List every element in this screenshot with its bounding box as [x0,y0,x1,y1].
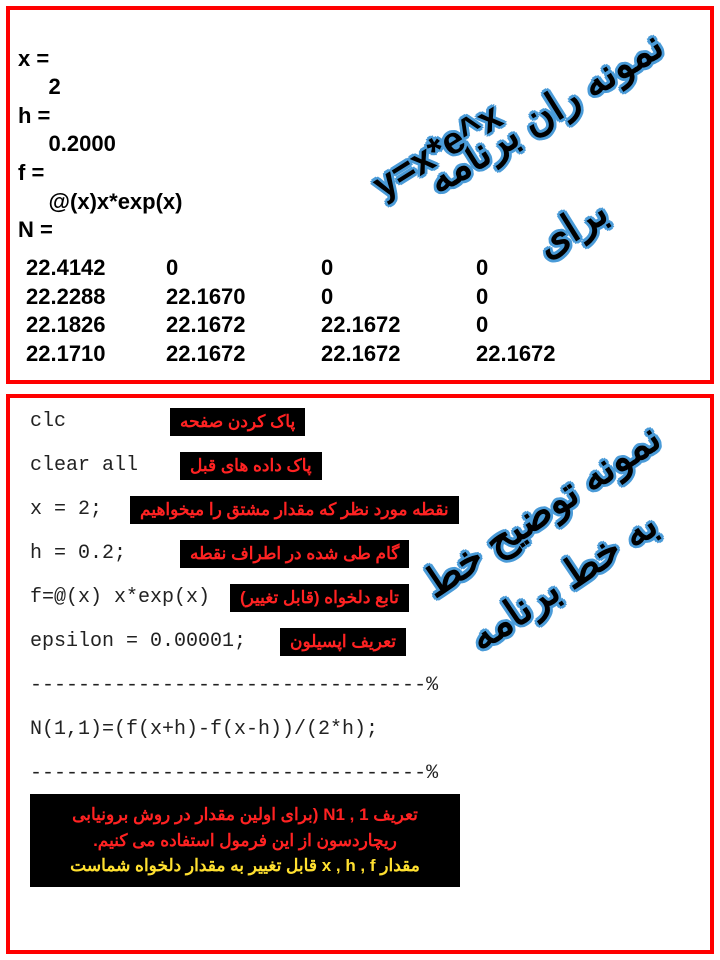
explanation-box: تعریف N1 , 1 (برای اولین مقدار در روش بر… [30,794,460,887]
box-line2: ریچاردسون از این فرمول استفاده می کنیم. [44,828,446,854]
N-label: N = [18,217,53,242]
label-h: گام طی شده در اطراف نقطه [180,540,409,568]
cell: 22.2288 [18,283,158,312]
cell: 22.1672 [468,340,623,369]
matrix-N: 22.4142 0 0 0 22.2288 22.1670 0 0 22.182… [18,254,623,368]
cell: 22.1826 [18,311,158,340]
h-label: h = [18,103,50,128]
cell: 0 [468,283,623,312]
cell: 0 [313,283,468,312]
cell: 22.1672 [313,340,468,369]
code-panel: clc clear all x = 2; h = 0.2; f=@(x) x*e… [6,394,714,954]
cell: 22.1672 [158,340,313,369]
label-x: نقطه مورد نظر که مقدار مشتق را میخواهیم [130,496,459,524]
box-line3: مقدار x , h , f قابل تغییر به مقدار دلخو… [44,853,446,879]
cell: 0 [313,254,468,283]
h-value: 0.2000 [18,131,116,156]
label-eps: تعریف اپسیلون [280,628,406,656]
cell: 22.1672 [158,311,313,340]
table-row: 22.1710 22.1672 22.1672 22.1672 [18,340,623,369]
cell: 22.1672 [313,311,468,340]
output-panel: x = 2 h = 0.2000 f = @(x)x*exp(x) N = 22… [6,6,714,384]
label-clear: پاک داده های قبل [180,452,322,480]
code-sep2: ---------------------------------% [30,764,438,784]
cell: 22.1670 [158,283,313,312]
table-row: 22.4142 0 0 0 [18,254,623,283]
code-sep1: ---------------------------------% [30,676,438,696]
table-row: 22.2288 22.1670 0 0 [18,283,623,312]
cell: 0 [158,254,313,283]
box-line1: تعریف N1 , 1 (برای اولین مقدار در روش بر… [44,802,446,828]
label-f: تابع دلخواه (قابل تغییر) [230,584,409,612]
x-label: x = [18,46,49,71]
program-output: x = 2 h = 0.2000 f = @(x)x*exp(x) N = [18,16,183,245]
label-clc: پاک کردن صفحه [170,408,305,436]
f-value: @(x)x*exp(x) [18,189,183,214]
x-value: 2 [18,74,61,99]
cell: 22.1710 [18,340,158,369]
f-label: f = [18,160,44,185]
code-N11: N(1,1)=(f(x+h)-f(x-h))/(2*h); [30,720,438,740]
cell: 22.4142 [18,254,158,283]
cell: 0 [468,311,623,340]
table-row: 22.1826 22.1672 22.1672 0 [18,311,623,340]
